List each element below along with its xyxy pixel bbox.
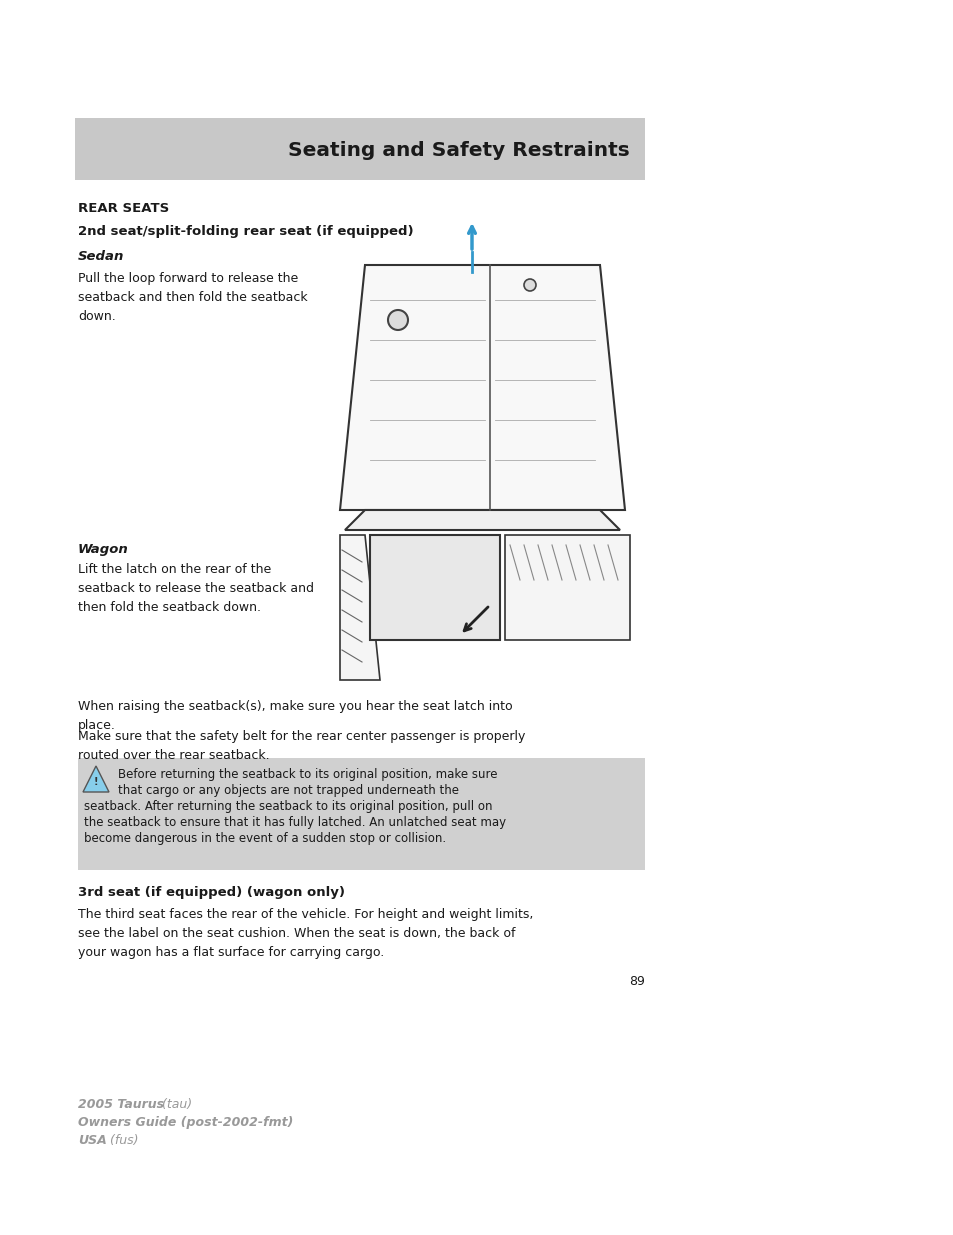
Text: When raising the seatback(s), make sure you hear the seat latch into
place.: When raising the seatback(s), make sure … bbox=[78, 700, 512, 732]
Text: Make sure that the safety belt for the rear center passenger is properly
routed : Make sure that the safety belt for the r… bbox=[78, 730, 525, 762]
Polygon shape bbox=[504, 535, 629, 640]
Text: Owners Guide (post-2002-fmt): Owners Guide (post-2002-fmt) bbox=[78, 1116, 294, 1129]
FancyBboxPatch shape bbox=[78, 758, 644, 869]
Text: (fus): (fus) bbox=[106, 1134, 138, 1147]
Text: Sedan: Sedan bbox=[78, 249, 124, 263]
Text: USA: USA bbox=[78, 1134, 107, 1147]
Text: that cargo or any objects are not trapped underneath the: that cargo or any objects are not trappe… bbox=[118, 784, 458, 797]
Text: REAR SEATS: REAR SEATS bbox=[78, 203, 169, 215]
Text: 2005 Taurus: 2005 Taurus bbox=[78, 1098, 164, 1112]
Text: the seatback to ensure that it has fully latched. An unlatched seat may: the seatback to ensure that it has fully… bbox=[84, 816, 506, 829]
Text: The third seat faces the rear of the vehicle. For height and weight limits,
see : The third seat faces the rear of the veh… bbox=[78, 908, 533, 960]
Text: Before returning the seatback to its original position, make sure: Before returning the seatback to its ori… bbox=[118, 768, 497, 781]
Text: Wagon: Wagon bbox=[78, 543, 129, 556]
Text: Seating and Safety Restraints: Seating and Safety Restraints bbox=[288, 141, 629, 159]
Circle shape bbox=[388, 310, 408, 330]
Polygon shape bbox=[339, 266, 624, 510]
Text: 3rd seat (if equipped) (wagon only): 3rd seat (if equipped) (wagon only) bbox=[78, 885, 345, 899]
Polygon shape bbox=[345, 510, 619, 530]
Polygon shape bbox=[83, 766, 109, 792]
Text: (tau): (tau) bbox=[158, 1098, 192, 1112]
Text: become dangerous in the event of a sudden stop or collision.: become dangerous in the event of a sudde… bbox=[84, 832, 446, 845]
Text: !: ! bbox=[93, 777, 98, 787]
Circle shape bbox=[523, 279, 536, 291]
Text: 89: 89 bbox=[628, 974, 644, 988]
Text: 2nd seat/split-folding rear seat (if equipped): 2nd seat/split-folding rear seat (if equ… bbox=[78, 225, 414, 238]
Text: Pull the loop forward to release the
seatback and then fold the seatback
down.: Pull the loop forward to release the sea… bbox=[78, 272, 307, 324]
Polygon shape bbox=[370, 535, 499, 640]
FancyBboxPatch shape bbox=[75, 119, 644, 180]
Text: Lift the latch on the rear of the
seatback to release the seatback and
then fold: Lift the latch on the rear of the seatba… bbox=[78, 563, 314, 614]
Text: seatback. After returning the seatback to its original position, pull on: seatback. After returning the seatback t… bbox=[84, 800, 492, 813]
Polygon shape bbox=[339, 535, 379, 680]
